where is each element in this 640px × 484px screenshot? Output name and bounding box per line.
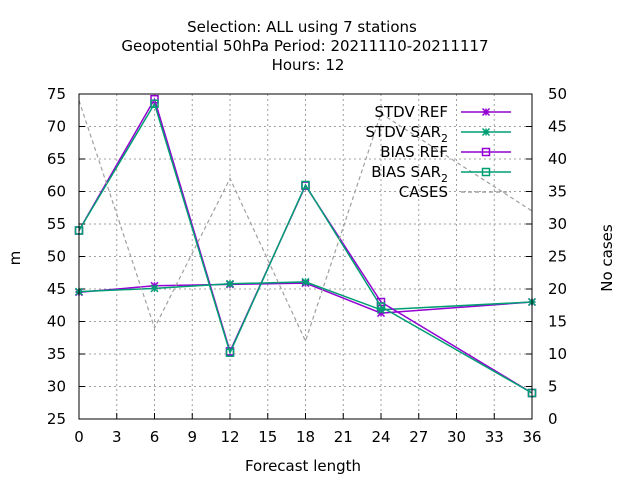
y-tick-label: 30 [47,378,66,396]
y2-tick-label: 10 [548,345,567,363]
y-tick-label: 40 [47,313,66,331]
chart-title-line-1: Selection: ALL using 7 stations [187,18,417,36]
legend-label-stdv-ref: STDV REF [374,103,448,121]
data-point-bias-sar-2 [301,180,310,190]
y2-tick-label: 40 [548,150,567,168]
data-point-bias-sar-2 [225,348,235,357]
x-tick-label: 33 [485,428,504,446]
chart-title-line-2: Geopotential 50hPa Period: 20211110-2021… [121,37,488,55]
x-tick-label: 0 [74,428,84,446]
x-tick-label: 27 [409,428,428,446]
x-tick-label: 36 [522,428,541,446]
y-tick-label: 25 [47,410,66,428]
ticks-layer: 0 3 6 9 12 15 18 21 24 27 30 33 36253035404550556065… [47,85,567,446]
y-tick-label: 60 [47,183,66,201]
x-tick-label: 24 [371,428,390,446]
legend-label-cases: CASES [399,183,448,201]
y2-tick-label: 0 [548,410,558,428]
y2-tick-label: 20 [548,280,567,298]
x-tick-label: 6 [150,428,160,446]
legend-marker-stdv-sar-2 [481,127,491,137]
series-line-cases [78,100,533,343]
x-tick-label: 21 [334,428,353,446]
chart-title-line-3: Hours: 12 [272,56,345,74]
series-line-stdv-ref [78,282,533,314]
series-line-bias-sar-2 [78,101,533,394]
y-tick-label: 55 [47,215,66,233]
y2-tick-label: 15 [548,313,567,331]
plot-frame [78,93,533,420]
y2-tick-label: 30 [548,215,567,233]
legend-marker-bias-sar-2 [481,167,491,177]
x-tick-label: 3 [112,428,122,446]
data-point-bias-sar-2 [376,302,386,311]
legend-marker-bias-ref [481,147,491,157]
data-point-stdv-sar-2 [225,279,235,288]
y-tick-label: 35 [47,345,66,363]
legend-label-stdv-sar-2: STDV SAR2 [366,123,448,145]
y-tick-label: 65 [47,150,66,168]
grid-layer [79,94,532,419]
y2-tick-label: 50 [548,85,567,103]
series-line-bias-ref [78,97,533,394]
x-tick-label: 9 [187,428,197,446]
x-tick-label: 12 [220,428,239,446]
x-tick-label: 18 [296,428,315,446]
x-tick-label: 15 [258,428,277,446]
x-tick-label: 30 [447,428,466,446]
y-axis-label: m [6,251,24,266]
y2-axis-label: No cases [598,224,616,292]
y-tick-label: 50 [47,248,66,266]
data-point-bias-sar-2 [150,99,159,108]
legend-label-bias-ref: BIAS REF [380,143,448,161]
y-tick-label: 70 [47,118,66,136]
legend-label-bias-sar-2: BIAS SAR2 [371,163,448,185]
legend-marker-stdv-ref [481,107,491,117]
x-axis-label: Forecast length [245,457,361,475]
y2-tick-label: 45 [548,118,567,136]
data-point-stdv-sar-2 [150,284,159,293]
y2-tick-label: 25 [548,248,567,266]
y2-tick-label: 5 [548,378,558,396]
series-layer [74,94,537,398]
y-tick-label: 75 [47,85,66,103]
data-point-stdv-sar-2 [301,277,310,286]
y-tick-label: 45 [47,280,66,298]
y2-tick-label: 35 [548,183,567,201]
